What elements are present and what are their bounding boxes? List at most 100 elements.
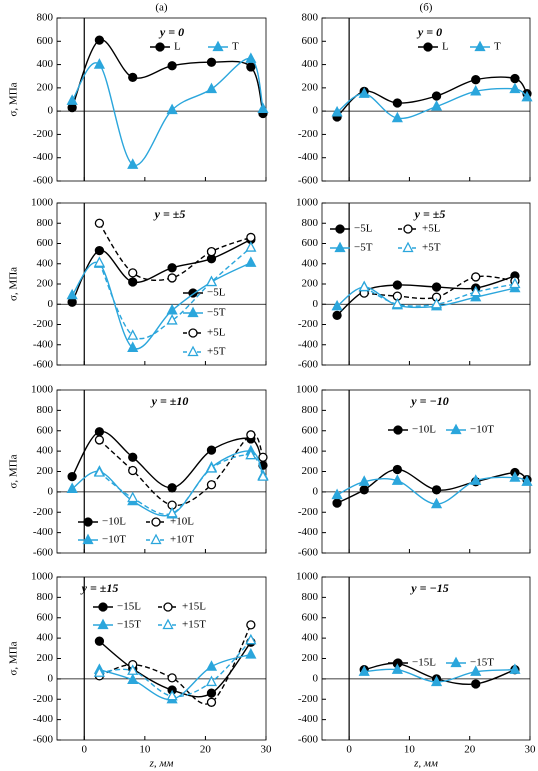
y-tick-label: 600 <box>37 611 54 623</box>
y-tick-label: 600 <box>37 35 54 47</box>
y-tick-label: 1000 <box>31 197 54 209</box>
marker <box>257 470 269 481</box>
y-tick-label: -200 <box>33 506 54 518</box>
marker <box>66 94 78 105</box>
marker <box>246 62 256 72</box>
marker <box>128 452 138 462</box>
y-tick-label: -400 <box>33 151 54 163</box>
marker <box>94 35 105 45</box>
y-tick-label: -600 <box>298 547 319 559</box>
y-tick-label: -200 <box>298 506 319 518</box>
marker <box>510 73 520 84</box>
y-tick-label: 0 <box>313 105 319 117</box>
marker <box>66 482 78 493</box>
y-tick-label: 0 <box>313 298 319 310</box>
marker <box>471 679 481 689</box>
marker <box>206 480 217 490</box>
y-tick-label: 1000 <box>31 384 54 396</box>
marker <box>127 673 139 685</box>
chart-title: y = −15 <box>409 581 448 595</box>
legend-label: −10T <box>102 534 126 546</box>
marker <box>83 517 93 527</box>
y-tick-label: 1000 <box>296 384 319 396</box>
y-tick-label: 600 <box>302 35 319 47</box>
marker <box>471 75 481 85</box>
x-axis-label: z, мм <box>413 758 438 770</box>
marker <box>391 474 403 485</box>
marker <box>334 241 346 253</box>
marker <box>393 425 403 435</box>
marker <box>431 91 442 101</box>
series-line <box>71 58 264 167</box>
marker <box>163 602 173 612</box>
marker <box>245 256 257 267</box>
y-tick-label: 800 <box>302 404 319 416</box>
marker <box>166 506 178 518</box>
marker <box>162 618 174 630</box>
marker <box>167 673 177 683</box>
chart-title: y = ±5 <box>413 207 446 221</box>
chart-title: y = −10 <box>409 394 448 408</box>
y-tick-label: 200 <box>37 81 54 93</box>
plot-frame <box>321 389 531 554</box>
y-tick-label: 0 <box>313 485 319 497</box>
x-tick-label: 10 <box>139 744 151 756</box>
y-tick-label: 200 <box>302 465 319 477</box>
x-tick-label: 0 <box>82 744 88 756</box>
y-tick-label: 200 <box>37 465 54 477</box>
y-tick-label: -400 <box>33 338 54 350</box>
plot-frame <box>56 17 267 182</box>
marker <box>402 241 414 253</box>
marker <box>391 111 403 123</box>
marker <box>450 423 462 435</box>
marker <box>521 90 533 102</box>
marker <box>430 675 443 687</box>
y-tick-label: 0 <box>48 485 54 497</box>
marker <box>245 52 257 63</box>
series-line <box>98 454 264 516</box>
y-tick-label: 400 <box>37 58 54 70</box>
marker <box>206 697 217 707</box>
marker <box>246 620 256 630</box>
marker <box>151 517 161 527</box>
legend-label: −5T <box>354 242 373 254</box>
marker <box>127 158 139 169</box>
marker <box>245 241 257 252</box>
marker <box>166 314 178 325</box>
y-axis-label: σ, МПа <box>8 641 20 675</box>
marker <box>94 435 105 445</box>
legend-label: +5T <box>422 242 441 254</box>
y-tick-label: 600 <box>37 237 54 249</box>
marker <box>206 445 217 455</box>
y-tick-label: 800 <box>37 404 54 416</box>
legend-label: −5L <box>207 287 226 299</box>
y-axis-label: σ, МПа <box>8 267 20 301</box>
legend-label: −10L <box>412 424 436 436</box>
y-tick-label: 0 <box>48 105 54 117</box>
marker <box>509 277 521 289</box>
marker <box>93 466 105 477</box>
marker <box>258 452 268 462</box>
marker <box>358 475 370 486</box>
marker <box>509 471 521 482</box>
y-tick-label: 1000 <box>296 571 319 583</box>
marker <box>93 58 105 69</box>
y-tick-label: 800 <box>302 12 319 24</box>
y-tick-label: -600 <box>298 359 319 371</box>
y-tick-label: -600 <box>298 175 319 187</box>
marker <box>82 533 94 545</box>
marker <box>167 61 177 71</box>
marker <box>67 103 77 113</box>
y-tick-label: -400 <box>298 526 319 538</box>
y-tick-label: 200 <box>302 81 319 93</box>
y-tick-label: 200 <box>302 652 319 664</box>
legend-label: −10T <box>470 424 494 436</box>
marker <box>358 280 370 292</box>
y-tick-label: 0 <box>48 298 54 310</box>
y-tick-label: 600 <box>302 611 319 623</box>
series-line <box>98 222 252 281</box>
y-tick-label: 1000 <box>296 197 319 209</box>
marker <box>470 84 482 96</box>
y-tick-label: 400 <box>302 632 319 644</box>
y-tick-label: 800 <box>302 591 319 603</box>
